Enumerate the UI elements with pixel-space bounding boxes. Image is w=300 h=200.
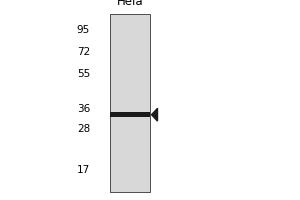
Text: 95: 95 bbox=[77, 25, 90, 35]
Text: Hela: Hela bbox=[117, 0, 144, 8]
Text: 36: 36 bbox=[77, 104, 90, 114]
Bar bbox=[110, 112, 150, 117]
Polygon shape bbox=[152, 108, 158, 121]
Text: 55: 55 bbox=[77, 69, 90, 79]
Text: 17: 17 bbox=[77, 165, 90, 175]
Bar bbox=[110, 14, 150, 192]
Text: 72: 72 bbox=[77, 47, 90, 57]
Text: 28: 28 bbox=[77, 124, 90, 134]
